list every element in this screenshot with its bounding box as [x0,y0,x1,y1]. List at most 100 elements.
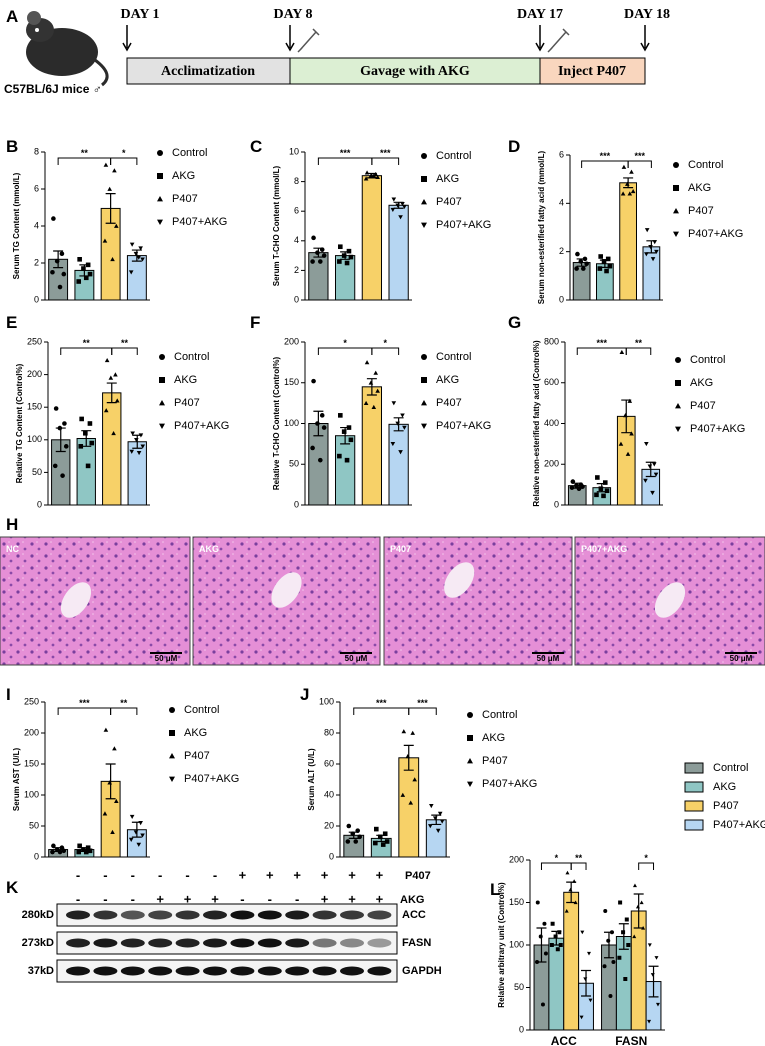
panel-letter: J [300,685,309,704]
marker [102,811,108,816]
legend-label: P407 [688,205,714,217]
marker [623,977,628,981]
marker [384,839,390,844]
marker [439,819,445,824]
treatment-sign: + [239,867,247,882]
marker [110,829,115,835]
y-axis-label: Serum TG Content (mmol/L) [12,172,21,279]
treatment-sign: + [376,891,384,906]
treatment-sign: - [103,891,107,906]
marker [608,994,613,998]
legend-label: Control [482,709,517,721]
legend-label: AKG [436,173,459,185]
panel-letter: I [6,685,11,704]
marker [421,423,427,429]
marker [421,199,427,205]
y-axis-label: Serum T-CHO Content (mmol/L) [272,165,281,286]
error-bar [340,251,351,260]
error-bar [313,410,324,437]
error-bar [646,240,657,254]
day-label: DAY 18 [624,7,670,22]
marker [346,823,352,829]
marker [159,423,165,429]
marker [337,453,342,459]
y-tick-label: 100 [509,939,524,949]
y-tick-label: 100 [284,418,299,428]
error-bar [366,172,377,179]
blot-band [203,910,227,920]
marker [51,843,56,849]
error-bar [645,461,656,478]
marker [129,242,135,247]
marker [643,478,648,483]
marker [104,357,110,363]
y-tick-label: 6 [294,206,299,216]
marker [341,429,347,434]
marker [618,441,624,446]
marker [629,431,634,436]
marker [467,735,473,741]
error-bar [621,399,632,434]
legend-label: P407 [713,800,739,812]
blot-band [340,938,364,948]
error-bar [623,177,634,189]
marker [543,951,548,956]
legend-label: AKG [690,377,713,389]
marker [583,977,588,981]
marker [421,400,427,406]
bar [398,757,420,858]
legend-label: P407 [184,750,210,762]
y-tick-label: 150 [24,758,39,768]
legend-label: P407+AKG [713,819,765,831]
marker [338,244,343,250]
y-tick-label: 150 [27,402,42,412]
marker [621,930,626,935]
marker [391,197,397,202]
marker [61,271,67,277]
marker [390,442,396,447]
significance-bracket [625,347,652,355]
marker [157,219,163,225]
marker [629,169,634,174]
marker [110,257,115,262]
error-bar [348,831,359,839]
marker [421,377,427,383]
marker [76,279,82,284]
treatment-sign: + [348,891,356,906]
legend-label: P407+AKG [172,216,227,228]
treatment-sign: + [376,867,384,882]
marker [382,831,388,837]
significance-label: ** [575,853,583,863]
marker [601,259,607,264]
marker [113,372,118,377]
marker [618,900,623,905]
error-bar [366,378,377,396]
marker [398,450,403,455]
treatment-sign: - [131,891,135,906]
marker [557,930,562,935]
marker [102,238,108,243]
y-tick-label: 8 [294,176,299,186]
blot-band [312,910,337,920]
error-bar [81,430,92,447]
marker [373,840,378,846]
marker [400,792,406,797]
bar [102,392,122,506]
legend-label: P407+AKG [690,423,745,435]
marker [619,349,625,355]
blot-band [340,910,364,920]
marker [588,998,593,1003]
y-axis-label: Relative arbitrary unit (Control%) [497,882,506,1008]
treatment-label: P407 [405,870,431,882]
marker [319,413,325,418]
marker [345,839,351,844]
marker [675,357,681,363]
day-label: DAY 1 [120,7,159,22]
legend-label: P407 [172,193,198,205]
y-axis-label: Relative TG Content (Control%) [15,363,24,483]
scale-label: 50 μM [155,654,178,663]
marker [639,900,644,905]
legend-label: P407+AKG [482,778,537,790]
marker [653,472,659,477]
blot-band [66,938,90,948]
